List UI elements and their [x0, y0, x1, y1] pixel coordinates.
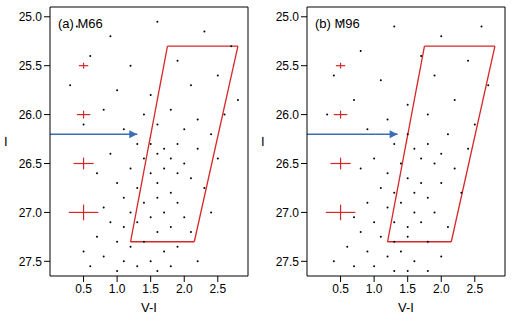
svg-text:I: I	[261, 134, 265, 149]
svg-text:1.0: 1.0	[366, 282, 383, 296]
svg-text:26.5: 26.5	[276, 157, 300, 171]
svg-text:25.5: 25.5	[276, 59, 300, 73]
svg-text:25.5: 25.5	[19, 59, 43, 73]
html-text:(a) M66: (a) M66	[58, 16, 103, 31]
svg-text:26.5: 26.5	[19, 157, 43, 171]
svg-text:1.5: 1.5	[399, 282, 416, 296]
svg-text:2.5: 2.5	[466, 282, 483, 296]
svg-text:27.5: 27.5	[19, 255, 43, 269]
svg-text:27.0: 27.0	[276, 206, 300, 220]
svg-text:V-I: V-I	[141, 300, 157, 315]
svg-text:2.0: 2.0	[176, 282, 193, 296]
svg-text:26.0: 26.0	[276, 108, 300, 122]
svg-text:0.5: 0.5	[332, 282, 349, 296]
svg-text:1.5: 1.5	[142, 282, 159, 296]
svg-text:27.0: 27.0	[19, 206, 43, 220]
svg-text:25.0: 25.0	[276, 10, 300, 24]
svg-text:25.0: 25.0	[19, 10, 43, 24]
svg-text:0.5: 0.5	[75, 282, 92, 296]
svg-text:V-I: V-I	[398, 300, 414, 315]
svg-text:1.0: 1.0	[109, 282, 126, 296]
svg-text:27.5: 27.5	[276, 255, 300, 269]
svg-text:2.0: 2.0	[433, 282, 450, 296]
html-text:(b) M96: (b) M96	[315, 16, 360, 31]
svg-text:26.0: 26.0	[19, 108, 43, 122]
svg-text:2.5: 2.5	[209, 282, 226, 296]
